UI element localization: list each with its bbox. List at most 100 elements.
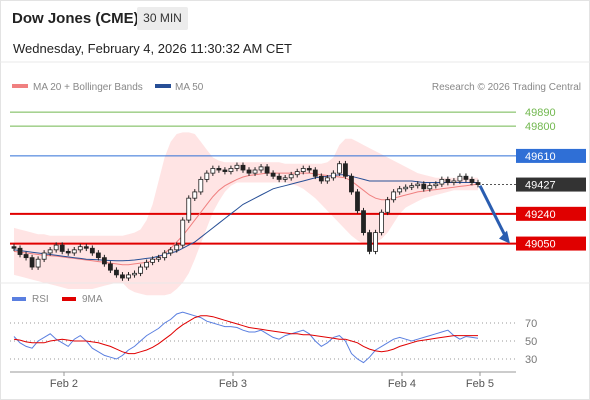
legend-ma50-swatch bbox=[155, 84, 171, 88]
candle-body bbox=[77, 246, 83, 251]
candle-body bbox=[198, 178, 204, 193]
candle-body bbox=[324, 177, 330, 182]
ma20-line bbox=[13, 172, 479, 266]
candle-body bbox=[300, 168, 306, 172]
candle-body bbox=[469, 178, 475, 183]
level-label-49427: 49427 bbox=[525, 180, 556, 192]
candle-body bbox=[132, 272, 137, 276]
candle-body bbox=[397, 188, 403, 193]
level-label-49800: 49800 bbox=[525, 121, 556, 133]
x-tick-label: Feb 2 bbox=[50, 378, 78, 390]
candle-body bbox=[89, 247, 95, 254]
candle-body bbox=[144, 261, 149, 268]
candle-body bbox=[276, 175, 282, 180]
candle-body bbox=[126, 274, 131, 279]
rsi-panel: 70 50 30 bbox=[10, 311, 537, 366]
level-label-49240: 49240 bbox=[525, 209, 556, 221]
candle-body bbox=[349, 175, 354, 193]
candle-body bbox=[270, 172, 276, 177]
candle-body bbox=[71, 249, 77, 254]
candle-body bbox=[445, 178, 451, 183]
legend-ma20-label: MA 20 + Bollinger Bands bbox=[33, 82, 143, 93]
candle-body bbox=[403, 186, 409, 190]
legend-ma50-label: MA 50 bbox=[175, 82, 204, 93]
level-tag-49427 bbox=[516, 177, 586, 192]
x-tick-label: Feb 4 bbox=[388, 378, 416, 390]
rsi-axis-label-50: 50 bbox=[525, 336, 537, 348]
candle-body bbox=[391, 191, 397, 201]
candle-body bbox=[234, 164, 240, 169]
candle-body bbox=[59, 244, 65, 252]
level-tag-49610 bbox=[516, 148, 586, 163]
rsi-axis-label-70: 70 bbox=[525, 318, 537, 330]
candle-body bbox=[174, 244, 180, 251]
projection-arrow-shaft bbox=[478, 184, 508, 239]
candle-body bbox=[361, 210, 366, 234]
candle-body bbox=[216, 168, 222, 171]
candle-body bbox=[246, 169, 252, 174]
candle-body bbox=[421, 183, 427, 190]
rsi-ma-legend-swatch bbox=[62, 297, 76, 301]
candle-body bbox=[457, 175, 463, 182]
x-axis: Feb 2 Feb 3 Feb 4 Feb 5 bbox=[10, 371, 516, 390]
level-lines bbox=[10, 111, 516, 245]
source-credit: Research © 2026 Trading Central bbox=[432, 82, 581, 93]
candle-body bbox=[318, 175, 324, 182]
candle-body bbox=[240, 164, 246, 171]
rsi-axis-label-30: 30 bbox=[525, 354, 537, 366]
x-tick-label: Feb 5 bbox=[466, 378, 494, 390]
candle-body bbox=[83, 246, 89, 249]
candle-body bbox=[264, 166, 270, 174]
rsi-legend-label: RSI bbox=[32, 294, 49, 305]
candle-body bbox=[41, 252, 47, 260]
rsi-ma-line bbox=[13, 315, 478, 355]
candle-body bbox=[162, 252, 168, 259]
candle-body bbox=[282, 177, 288, 180]
projection-arrow-head bbox=[499, 230, 510, 244]
candle-body bbox=[17, 247, 23, 255]
candle-body bbox=[150, 258, 155, 263]
candle-body bbox=[114, 269, 119, 276]
candle-body bbox=[95, 252, 101, 259]
candle-body bbox=[228, 168, 234, 172]
candle-body bbox=[168, 249, 174, 254]
rsi-line bbox=[13, 311, 479, 364]
level-label-49890: 49890 bbox=[525, 107, 556, 119]
header: Dow Jones (CME) 30 MIN bbox=[0, 0, 590, 38]
candle-body bbox=[252, 169, 258, 174]
level-label-49050: 49050 bbox=[525, 239, 556, 251]
candle-body bbox=[288, 174, 294, 179]
ma50-line bbox=[13, 174, 478, 262]
candle-body bbox=[337, 163, 342, 174]
candle-body bbox=[53, 244, 59, 251]
candle-body bbox=[192, 191, 198, 199]
candle-body bbox=[433, 183, 439, 187]
candle-body bbox=[355, 191, 360, 212]
candle-body bbox=[138, 266, 143, 274]
rsi-legend-swatch bbox=[12, 297, 26, 301]
candle-body bbox=[415, 183, 421, 187]
candle-body bbox=[306, 168, 312, 171]
level-labels: 49890 49800 49610 49427 49240 49050 bbox=[516, 107, 586, 251]
timeframe-button[interactable]: 30 MIN bbox=[137, 7, 188, 30]
candle-body bbox=[108, 263, 113, 271]
projection-arrow bbox=[478, 184, 510, 244]
candle-body bbox=[343, 163, 348, 177]
rsi-legend: RSI 9MA bbox=[12, 294, 103, 305]
candle-body bbox=[451, 180, 457, 183]
legend: MA 20 + Bollinger Bands MA 50 Research ©… bbox=[12, 82, 581, 93]
candle-body bbox=[379, 211, 384, 234]
candle-body bbox=[120, 274, 125, 279]
candle-body bbox=[385, 199, 391, 213]
legend-ma20-swatch bbox=[12, 84, 28, 88]
candle-body bbox=[101, 257, 107, 265]
candle-body bbox=[23, 254, 29, 259]
candle-body bbox=[204, 172, 210, 180]
candle-body bbox=[186, 197, 192, 221]
candle-body bbox=[475, 182, 481, 185]
candle-body bbox=[463, 175, 469, 180]
candle-body bbox=[35, 258, 41, 268]
candle-body bbox=[258, 166, 264, 171]
x-tick-label: Feb 3 bbox=[219, 378, 247, 390]
